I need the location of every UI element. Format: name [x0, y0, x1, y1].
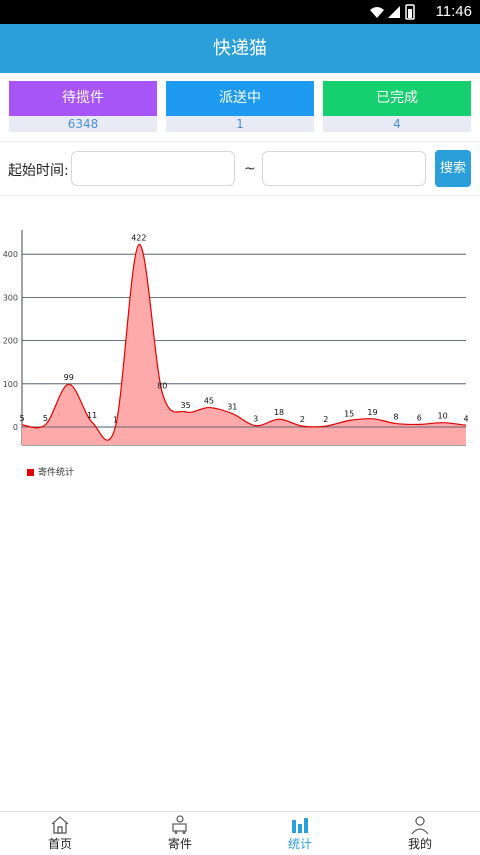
- stat-card-delivering[interactable]: 派送中 1: [166, 81, 314, 132]
- legend-swatch: [27, 469, 34, 476]
- search-button[interactable]: 搜索: [435, 150, 471, 187]
- divider: [0, 141, 480, 142]
- search-label: 起始时间:: [8, 163, 69, 179]
- tab-label: 统计: [287, 837, 312, 851]
- data-label: 99: [64, 373, 74, 382]
- y-tick-label: 300: [3, 293, 18, 302]
- signal-icons: [370, 4, 415, 20]
- tab-home[interactable]: 首页: [0, 812, 120, 855]
- data-label: 8: [393, 413, 398, 422]
- divider: [0, 195, 480, 196]
- data-label: 1: [113, 416, 118, 425]
- page-title: 快递猫: [213, 38, 267, 59]
- data-label: 35: [180, 401, 190, 410]
- stat-value: 4: [323, 116, 471, 132]
- data-label: 422: [131, 234, 146, 243]
- stat-label: 已完成: [323, 81, 471, 116]
- y-tick-label: 100: [3, 380, 18, 389]
- bar-chart-icon: [292, 818, 308, 833]
- data-label: 5: [19, 414, 24, 423]
- chart-legend: 寄件统计: [27, 465, 74, 478]
- stat-label: 派送中: [166, 81, 314, 116]
- home-icon: [51, 816, 69, 834]
- data-label: 15: [344, 410, 354, 419]
- stat-value: 1: [166, 116, 314, 132]
- tab-send[interactable]: 寄件: [120, 812, 240, 855]
- stat-label: 待揽件: [9, 81, 157, 116]
- start-date-input[interactable]: [71, 151, 235, 186]
- data-label: 3: [253, 415, 258, 424]
- stat-card-pending[interactable]: 待揽件 6348: [9, 81, 157, 132]
- person-icon: [411, 816, 429, 835]
- legend-label: 寄件统计: [38, 468, 75, 478]
- courier-icon: [172, 815, 187, 834]
- app-bar: 快递猫: [0, 24, 480, 73]
- data-label: 4: [463, 414, 468, 423]
- status-bar: 11:46: [0, 0, 480, 24]
- data-label: 11: [87, 411, 97, 420]
- tab-label: 首页: [47, 837, 72, 851]
- tab-label: 我的: [407, 837, 432, 851]
- data-label: 19: [367, 408, 377, 417]
- y-tick-label: 200: [3, 337, 18, 346]
- data-label: 18: [274, 408, 284, 417]
- y-tick-label: 400: [3, 250, 18, 259]
- data-label: 80: [157, 381, 167, 390]
- data-label: 45: [204, 397, 214, 406]
- data-label: 2: [300, 415, 305, 424]
- y-tick-label: 0: [13, 423, 18, 432]
- tab-profile[interactable]: 我的: [360, 812, 480, 855]
- data-label: 31: [227, 403, 237, 412]
- data-label: 6: [417, 413, 422, 422]
- bottom-tab-bar: 首页 寄件 统计 我的: [0, 811, 480, 854]
- data-label: 5: [43, 414, 48, 423]
- stat-value: 6348: [9, 116, 157, 132]
- date-separator: ~: [244, 161, 256, 177]
- data-label: 2: [323, 415, 328, 424]
- tab-label: 寄件: [167, 837, 192, 851]
- data-label: 10: [438, 412, 448, 421]
- stat-card-completed[interactable]: 已完成 4: [323, 81, 471, 132]
- tab-statistics[interactable]: 统计: [240, 812, 360, 855]
- series-line: [21, 244, 467, 441]
- series-area: [22, 244, 466, 445]
- end-date-input[interactable]: [262, 151, 426, 186]
- status-time: 11:46: [435, 3, 472, 20]
